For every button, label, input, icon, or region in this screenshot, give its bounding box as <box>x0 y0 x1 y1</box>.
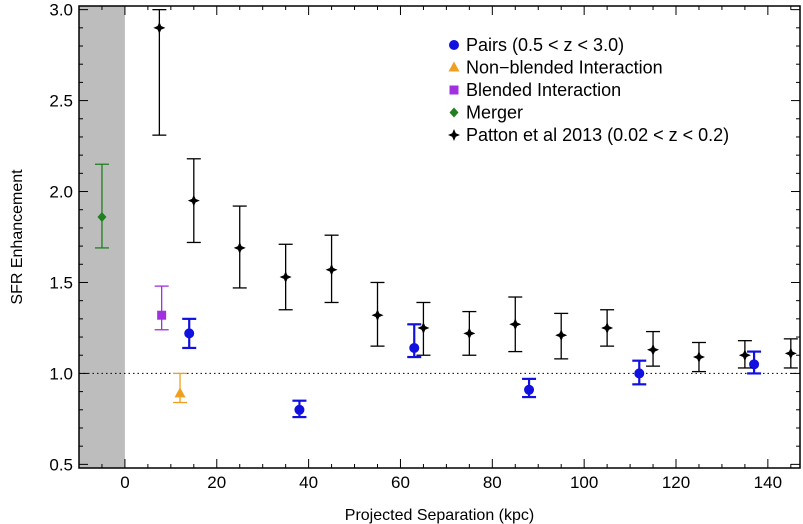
legend-label: Patton et al 2013 (0.02 < z < 0.2) <box>466 125 729 145</box>
x-tick-label: 120 <box>662 473 690 492</box>
data-marks <box>94 8 798 419</box>
legend-marker <box>449 107 459 118</box>
x-axis-title: Projected Separation (kpc) <box>345 507 534 524</box>
pairs-point <box>184 328 195 339</box>
y-tick-label: 2.5 <box>49 92 73 111</box>
y-tick-label: 1.5 <box>49 273 73 292</box>
patton-point <box>601 321 614 334</box>
patton-point <box>417 321 430 334</box>
legend-marker <box>449 40 459 50</box>
patton-point <box>692 351 705 364</box>
y-tick-label: 2.0 <box>49 183 73 202</box>
patton-point <box>738 349 751 362</box>
x-tick-label: 60 <box>391 473 410 492</box>
legend-marker <box>448 61 460 72</box>
legend-label: Merger <box>466 103 523 123</box>
y-axis-title: SFR Enhancement <box>9 169 26 305</box>
pairs-point <box>749 359 760 370</box>
pairs-point <box>409 342 420 353</box>
axes: 0 20 40 60 80 100 120 140 0.5 1.0 1.5 2.0 2.5 3.0 <box>49 1 800 492</box>
plot-frame <box>78 5 801 469</box>
merger-point <box>97 211 107 222</box>
patton-point <box>279 271 292 284</box>
patton-point <box>187 194 200 207</box>
patton-point <box>153 21 166 34</box>
legend-label: Pairs (0.5 < z < 3.0) <box>466 35 624 55</box>
pairs-point <box>524 384 535 395</box>
pairs-point <box>634 368 645 379</box>
patton-point <box>555 329 568 342</box>
x-tick-label: 100 <box>570 473 598 492</box>
x-tick-label: 20 <box>207 473 226 492</box>
non-blended-point <box>174 387 186 398</box>
x-tick-label: 80 <box>483 473 502 492</box>
patton-point <box>233 241 246 254</box>
patton-point <box>784 347 797 360</box>
patton-point <box>463 327 476 340</box>
legend-marker <box>449 85 459 95</box>
patton-point <box>325 263 338 276</box>
legend-marker <box>448 129 460 141</box>
y-tick-label: 3.0 <box>49 1 73 20</box>
patton-point <box>371 309 384 322</box>
patton-point <box>509 318 522 331</box>
legend-label: Non−blended Interaction <box>466 58 663 78</box>
legend: Pairs (0.5 < z < 3.0) Non−blended Interac… <box>448 35 729 145</box>
legend-label: Blended Interaction <box>466 80 621 100</box>
patton-point <box>647 343 660 356</box>
x-tick-label: 0 <box>120 473 129 492</box>
pairs-point <box>294 404 305 415</box>
blended-point <box>157 310 167 320</box>
y-tick-label: 0.5 <box>49 455 73 474</box>
y-tick-label: 1.0 <box>49 364 73 383</box>
x-tick-label: 40 <box>299 473 318 492</box>
x-tick-label: 140 <box>754 473 782 492</box>
